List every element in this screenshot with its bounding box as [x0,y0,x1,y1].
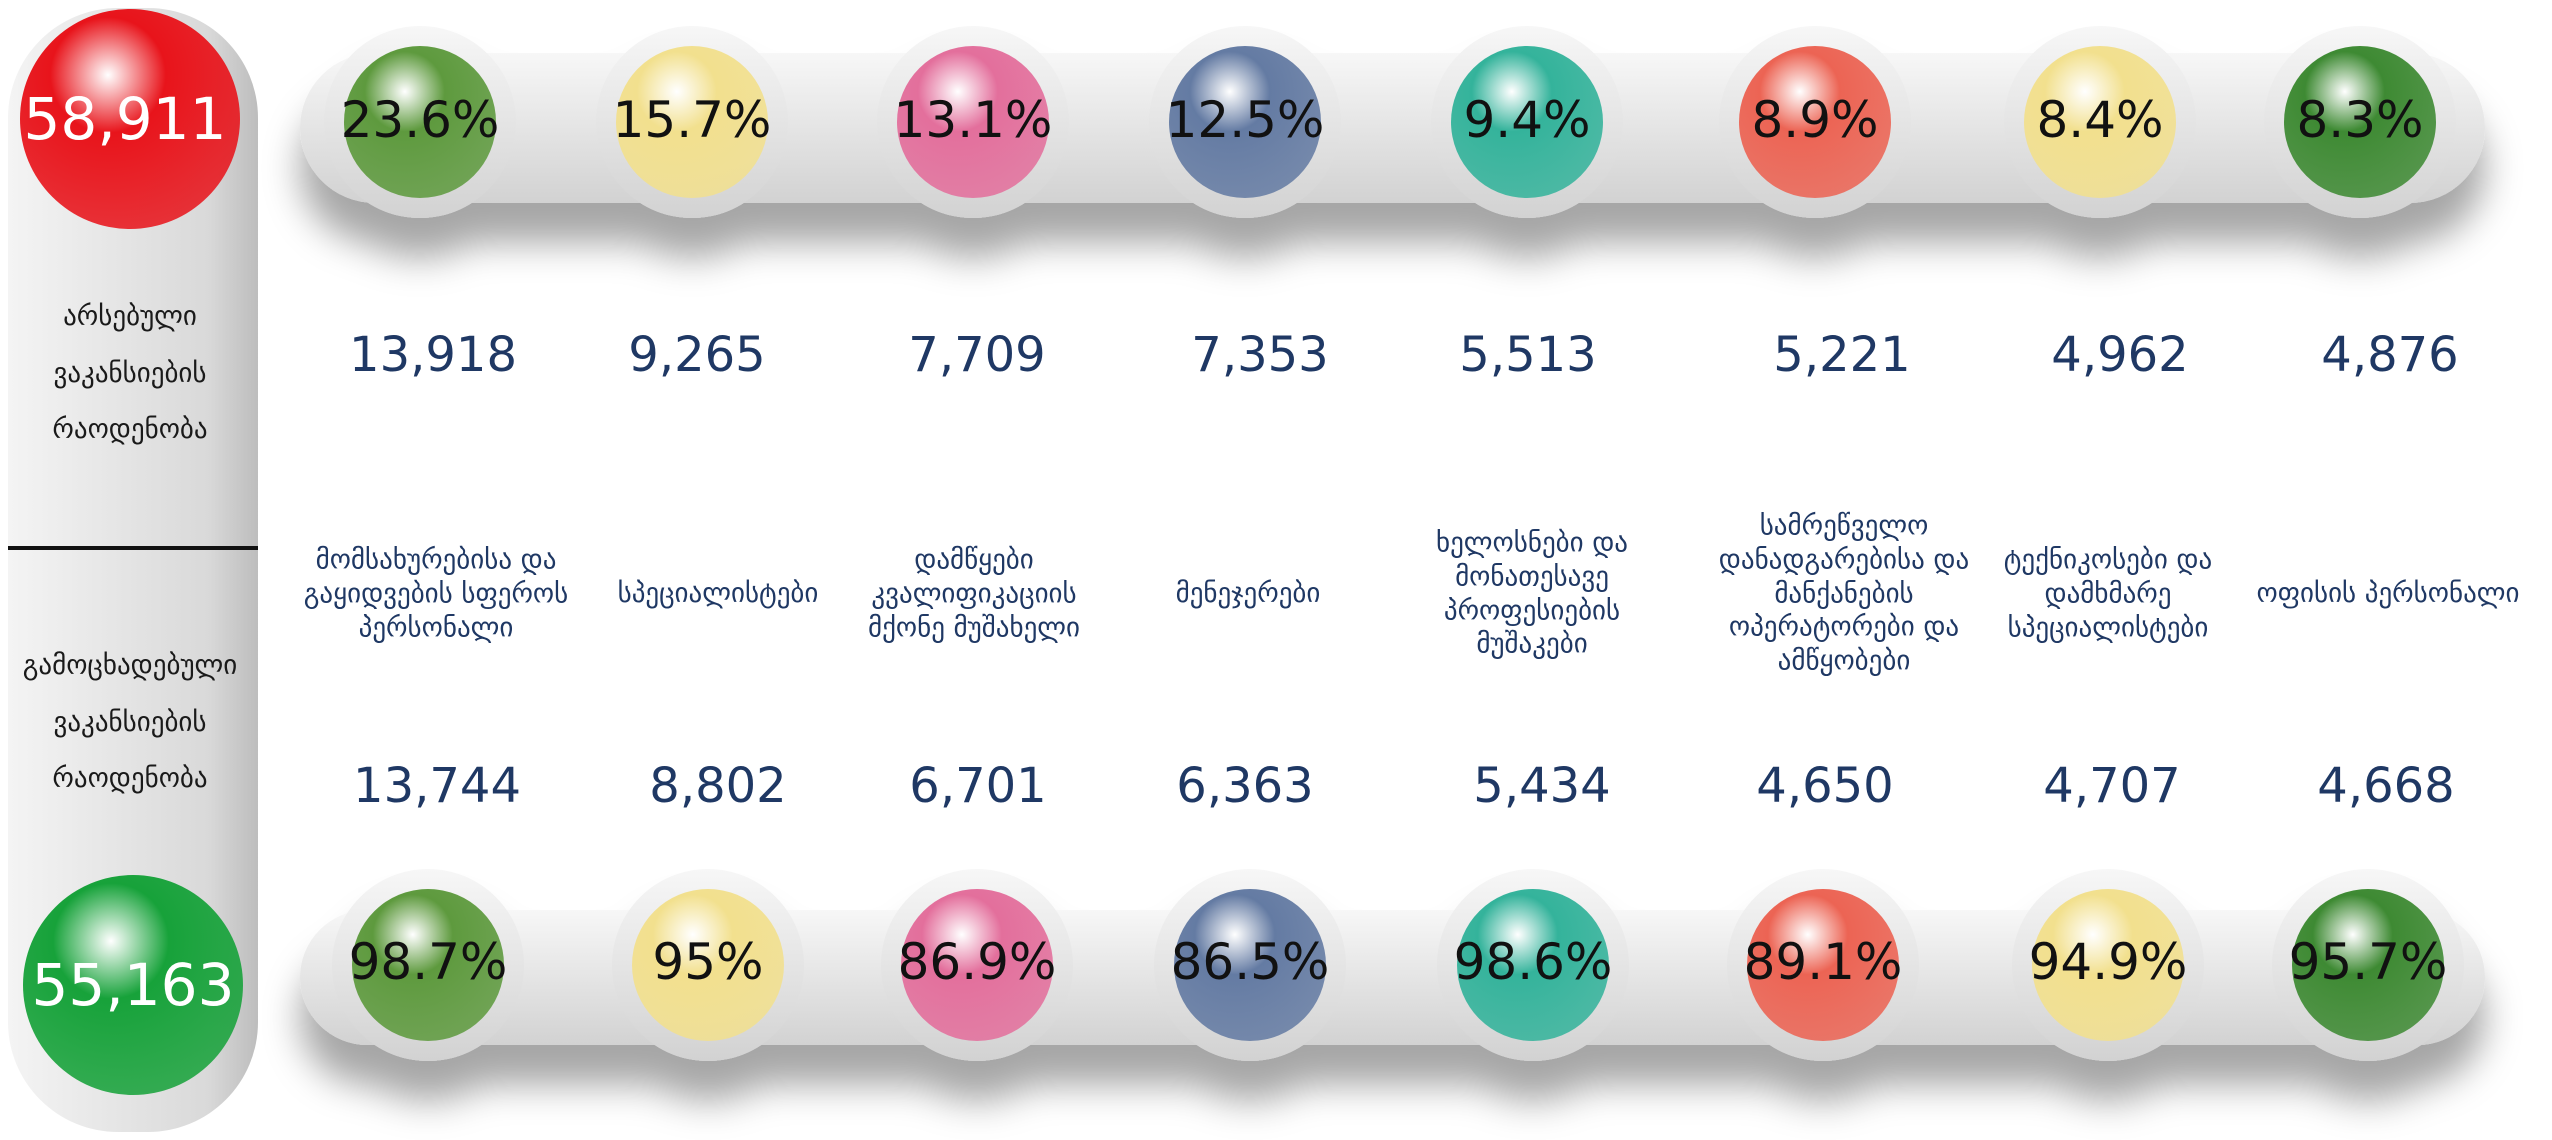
existing-count: 13,918 [349,327,517,383]
occupation-label: სპეციალისტები [578,577,858,611]
fill-rate-label: 95.7% [2289,933,2448,991]
announced-count: 4,650 [1756,758,1893,814]
fill-rate-label: 86.9% [898,933,1057,991]
announced-count: 5,434 [1473,758,1610,814]
share-label: 9.4% [1463,91,1590,149]
share-label: 12.5% [1166,91,1325,149]
occupation-label: დამწყები კვალიფიკაციის მქონე მუშახელი [834,543,1114,644]
occupation-label: ტექნიკოსები და დამხმარე სპეციალისტები [1968,543,2248,644]
existing-count: 7,353 [1191,327,1328,383]
fill-rate-label: 95% [652,933,763,991]
share-label: 8.4% [2036,91,2163,149]
fill-rate-label: 86.5% [1171,933,1330,991]
announced-label: გამოცხადებული ვაკანსიების რაოდენობა [13,638,248,808]
existing-count: 5,513 [1459,327,1596,383]
fill-rate-label: 94.9% [2029,933,2188,991]
fill-rate-label: 98.7% [349,933,508,991]
fill-rate-label: 89.1% [1744,933,1903,991]
existing-count: 4,876 [2321,327,2458,383]
announced-count: 8,802 [649,758,786,814]
announced-count: 13,744 [353,758,521,814]
page: 58,911 55,163 არსებული ვაკანსიების რაოდენო… [0,0,2552,1140]
occupation-label: მენეჯერები [1108,577,1388,611]
existing-total: 58,911 [24,85,227,153]
existing-label: არსებული ვაკანსიების რაოდენობა [13,289,248,459]
share-label: 8.9% [1751,91,1878,149]
share-label: 15.7% [613,91,772,149]
announced-count: 4,668 [2317,758,2454,814]
occupation-label: სამრეწველო დანადგარებისა და მანქანების ო… [1704,510,1984,679]
occupation-label: ოფისის პერსონალი [2248,577,2528,611]
share-label: 23.6% [341,91,500,149]
share-label: 8.3% [2296,91,2423,149]
existing-count: 9,265 [628,327,765,383]
announced-total: 55,163 [32,951,235,1019]
share-label: 13.1% [894,91,1053,149]
existing-count: 4,962 [2051,327,2188,383]
occupation-label: ხელოსნები და მონათესავე პროფესიების მუშა… [1392,527,1672,662]
existing-count: 5,221 [1773,327,1910,383]
fill-rate-label: 98.6% [1454,933,1613,991]
announced-count: 6,701 [909,758,1046,814]
existing-count: 7,709 [908,327,1045,383]
occupation-label: მომსახურებისა და გაყიდვების სფეროს პერსო… [296,543,576,644]
announced-count: 4,707 [2043,758,2180,814]
announced-count: 6,363 [1176,758,1313,814]
